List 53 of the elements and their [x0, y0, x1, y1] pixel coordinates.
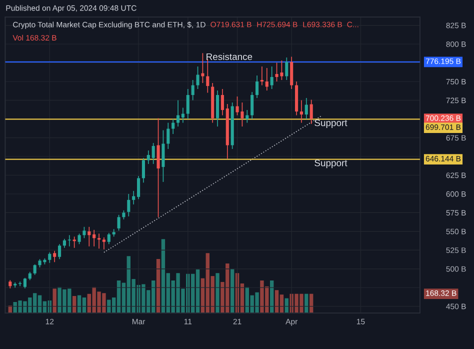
- bar: [52, 288, 56, 314]
- candlestick: [172, 118, 175, 134]
- candlestick: [107, 232, 110, 245]
- candlestick: [285, 57, 288, 80]
- candlestick: [196, 66, 200, 90]
- candlestick: [72, 236, 76, 248]
- candlestick: [68, 234, 71, 247]
- ref-line-label: Support: [314, 160, 348, 168]
- candlestick: [255, 75, 259, 98]
- candlestick: [176, 100, 180, 127]
- candlestick: [146, 150, 150, 164]
- candlestick: [220, 88, 224, 116]
- ref-line-label: Support: [314, 119, 348, 128]
- candlestick: [166, 122, 170, 150]
- candlestick: [78, 233, 81, 245]
- candlestick: [53, 250, 56, 263]
- candlestick: [206, 58, 210, 94]
- candlestick: [117, 214, 120, 232]
- candlestick: [216, 90, 220, 127]
- candlestick: [304, 98, 308, 120]
- candlestick: [132, 190, 136, 205]
- candlestick: [102, 236, 106, 250]
- candlestick: [156, 118, 160, 218]
- ref-line-label: Resistance: [206, 53, 252, 60]
- candlestick: [58, 244, 62, 260]
- candlestick: [48, 252, 52, 264]
- candlestick: [92, 229, 96, 247]
- bar: [216, 273, 220, 314]
- candlestick: [290, 56, 294, 90]
- candlestick: [97, 233, 101, 250]
- bar: [304, 294, 308, 314]
- candlestick: [191, 80, 194, 101]
- candlestick: [310, 99, 313, 124]
- candlestick: [127, 194, 130, 217]
- candlestick: [152, 142, 155, 164]
- candlestick: [186, 88, 190, 120]
- candlestick: [82, 226, 86, 239]
- bar: [156, 259, 160, 314]
- candlestick: [18, 281, 22, 286]
- candlestick: [265, 68, 268, 91]
- candlestick: [250, 92, 254, 120]
- candlestick: [23, 277, 26, 289]
- candlestick: [142, 158, 145, 184]
- candlestick: [88, 226, 91, 247]
- candlestick: [270, 66, 274, 90]
- candlestick: [33, 264, 36, 276]
- candlestick: [181, 107, 184, 124]
- candlestick: [162, 130, 165, 182]
- candlestick: [246, 110, 249, 124]
- candlestick: [201, 52, 204, 84]
- candlestick: [136, 176, 140, 200]
- candlestick: [260, 66, 264, 86]
- candlestick: [300, 100, 303, 124]
